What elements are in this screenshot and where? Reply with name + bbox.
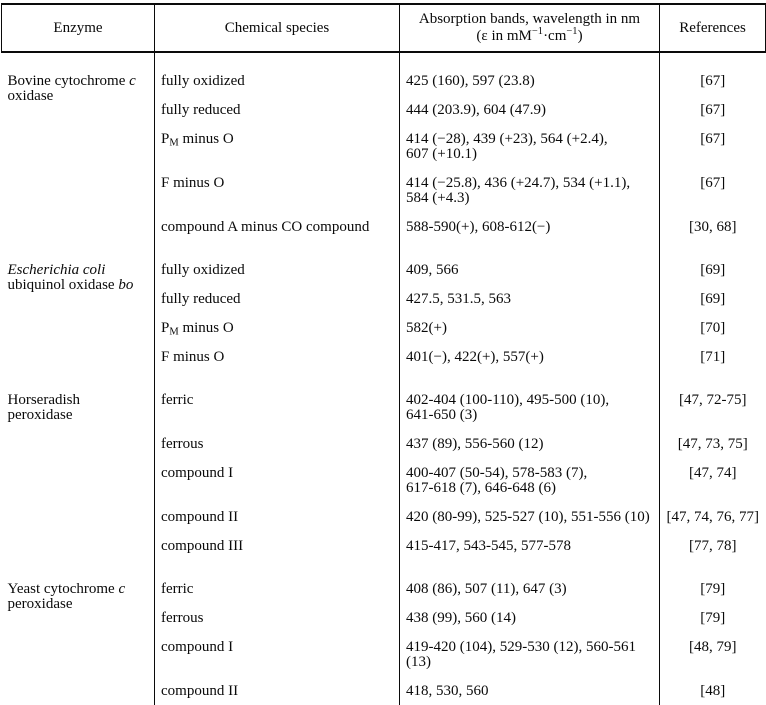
references-cell: [47, 73, 75] [659, 430, 766, 459]
table-row: F minus O 401(−), 422(+), 557(+) [71] [2, 343, 766, 372]
column-header-absorption-bands: Absorption bands, wavelength in nm (ε in… [399, 3, 660, 53]
column-header-bands-line1: Absorption bands, wavelength in nm [418, 11, 641, 27]
table-row: fully reduced 427.5, 531.5, 563 [69] [2, 285, 766, 314]
absorption-bands-cell: 438 (99), 560 (14) [399, 604, 660, 633]
chemical-species-cell: PM minus O [154, 314, 400, 343]
chemical-species-cell: compound I [154, 633, 400, 677]
absorption-bands-cell: 415-417, 543-545, 577-578 [399, 532, 660, 561]
absorption-bands-cell: 427.5, 531.5, 563 [399, 285, 660, 314]
references-cell: [47, 72-75] [659, 372, 766, 430]
references-cell: [69] [659, 242, 766, 285]
absorption-bands-cell: 414 (−25.8), 436 (+24.7), 534 (+1.1), 584… [399, 169, 660, 213]
references-cell: [47, 74, 76, 77] [659, 503, 766, 532]
absorption-bands-cell: 437 (89), 556-560 (12) [399, 430, 660, 459]
column-header-references-label: References [679, 19, 746, 36]
table-row: compound I 400-407 (50-54), 578-583 (7), 6… [2, 459, 766, 503]
table-body: Bovine cytochrome c oxidase fully oxidized… [2, 52, 766, 705]
references-cell: [48, 79] [659, 633, 766, 677]
table-row: ferrous 437 (89), 556-560 (12) [47, 73, 75… [2, 430, 766, 459]
chemical-species-cell: ferrous [154, 430, 400, 459]
header-row: Enzyme Chemical species Absorption bands… [1, 3, 766, 53]
chemical-species-cell: compound A minus CO compound [154, 213, 400, 242]
references-cell: [79] [659, 604, 766, 633]
references-cell: [69] [659, 285, 766, 314]
table-row: ferrous 438 (99), 560 (14) [79] [2, 604, 766, 633]
enzyme-name-cell: Yeast cytochrome c peroxidase [7, 581, 126, 612]
absorption-bands-table: Enzyme Chemical species Absorption bands… [1, 3, 766, 705]
absorption-bands-cell: 408 (86), 507 (11), 647 (3) [399, 561, 660, 604]
references-cell: [67] [659, 169, 766, 213]
table-row: compound II 418, 530, 560 [48] [2, 677, 766, 705]
table-row: Escherichia coli ubiquinol oxidase bo full… [2, 242, 766, 293]
table-header: Enzyme Chemical species Absorption bands… [1, 3, 766, 53]
table-row: fully reduced 444 (203.9), 604 (47.9) [67] [2, 96, 766, 125]
table-row: compound II 420 (80-99), 525-527 (10), 55… [2, 503, 766, 532]
references-cell: [70] [659, 314, 766, 343]
references-cell: [77, 78] [659, 532, 766, 561]
references-cell: [67] [659, 52, 766, 96]
references-cell: [67] [659, 125, 766, 169]
chemical-species-cell: fully oxidized [154, 52, 400, 96]
references-cell: [47, 74] [659, 459, 766, 503]
table-row: Yeast cytochrome c peroxidase ferric 408 (… [2, 561, 766, 612]
absorption-bands-cell: 400-407 (50-54), 578-583 (7), 617-618 (7)… [399, 459, 660, 503]
table-row: Horseradish peroxidase ferric 402-404 (100-… [2, 372, 766, 430]
table-row: Bovine cytochrome c oxidase fully oxidized… [2, 52, 766, 104]
references-cell: [71] [659, 343, 766, 372]
absorption-bands-cell: 419-420 (104), 529-530 (12), 560-561 (13… [399, 633, 660, 677]
column-header-chemical-species: Chemical species [154, 3, 400, 53]
chemical-species-cell: compound III [154, 532, 400, 561]
absorption-bands-cell: 414 (−28), 439 (+23), 564 (+2.4), 607 (+1… [399, 125, 660, 169]
references-cell: [79] [659, 561, 766, 604]
table-row: compound I 419-420 (104), 529-530 (12), 5… [2, 633, 766, 677]
chemical-species-cell: ferric [154, 561, 400, 604]
absorption-bands-cell: 588-590(+), 608-612(−) [399, 213, 660, 242]
absorption-bands-cell: 420 (80-99), 525-527 (10), 551-556 (10) [399, 503, 660, 532]
column-header-enzyme: Enzyme [1, 3, 155, 53]
references-cell: [48] [659, 677, 766, 705]
table-row: compound III 415-417, 543-545, 577-578 [77… [2, 532, 766, 561]
references-cell: [30, 68] [659, 213, 766, 242]
chemical-species-cell: compound II [154, 503, 400, 532]
chemical-species-cell: PM minus O [154, 125, 400, 169]
absorption-bands-cell: 409, 566 [399, 242, 660, 285]
column-header-references: References [659, 3, 766, 53]
column-header-bands-line2: (ε in mM−1·cm−1) [476, 26, 583, 44]
absorption-bands-cell: 418, 530, 560 [399, 677, 660, 705]
absorption-bands-cell: 401(−), 422(+), 557(+) [399, 343, 660, 372]
table-row: F minus O 414 (−25.8), 436 (+24.7), 534 (… [2, 169, 766, 213]
table-row: compound A minus CO compound 588-590(+), … [2, 213, 766, 242]
column-header-enzyme-label: Enzyme [53, 19, 103, 36]
absorption-bands-cell: 582(+) [399, 314, 660, 343]
table-row: PM minus O 582(+) [70] [2, 314, 766, 343]
chemical-species-cell: ferric [154, 372, 400, 430]
references-cell: [67] [659, 96, 766, 125]
column-header-species-label: Chemical species [224, 19, 330, 36]
absorption-bands-cell: 402-404 (100-110), 495-500 (10), 641-650 … [399, 372, 660, 430]
chemical-species-cell: fully reduced [154, 285, 400, 314]
absorption-bands-cell: 444 (203.9), 604 (47.9) [399, 96, 660, 125]
table-row: PM minus O 414 (−28), 439 (+23), 564 (+2.… [2, 125, 766, 169]
chemical-species-cell: F minus O [154, 343, 400, 372]
chemical-species-cell: fully reduced [154, 96, 400, 125]
enzyme-name-cell: Escherichia coli ubiquinol oxidase bo [7, 262, 134, 293]
chemical-species-cell: F minus O [154, 169, 400, 213]
chemical-species-cell: fully oxidized [154, 242, 400, 285]
enzyme-name-cell: Bovine cytochrome c oxidase [7, 73, 136, 104]
chemical-species-cell: compound II [154, 677, 400, 705]
chemical-species-cell: ferrous [154, 604, 400, 633]
absorption-bands-cell: 425 (160), 597 (23.8) [399, 52, 660, 96]
enzyme-name-cell: Horseradish peroxidase [7, 392, 80, 423]
chemical-species-cell: compound I [154, 459, 400, 503]
